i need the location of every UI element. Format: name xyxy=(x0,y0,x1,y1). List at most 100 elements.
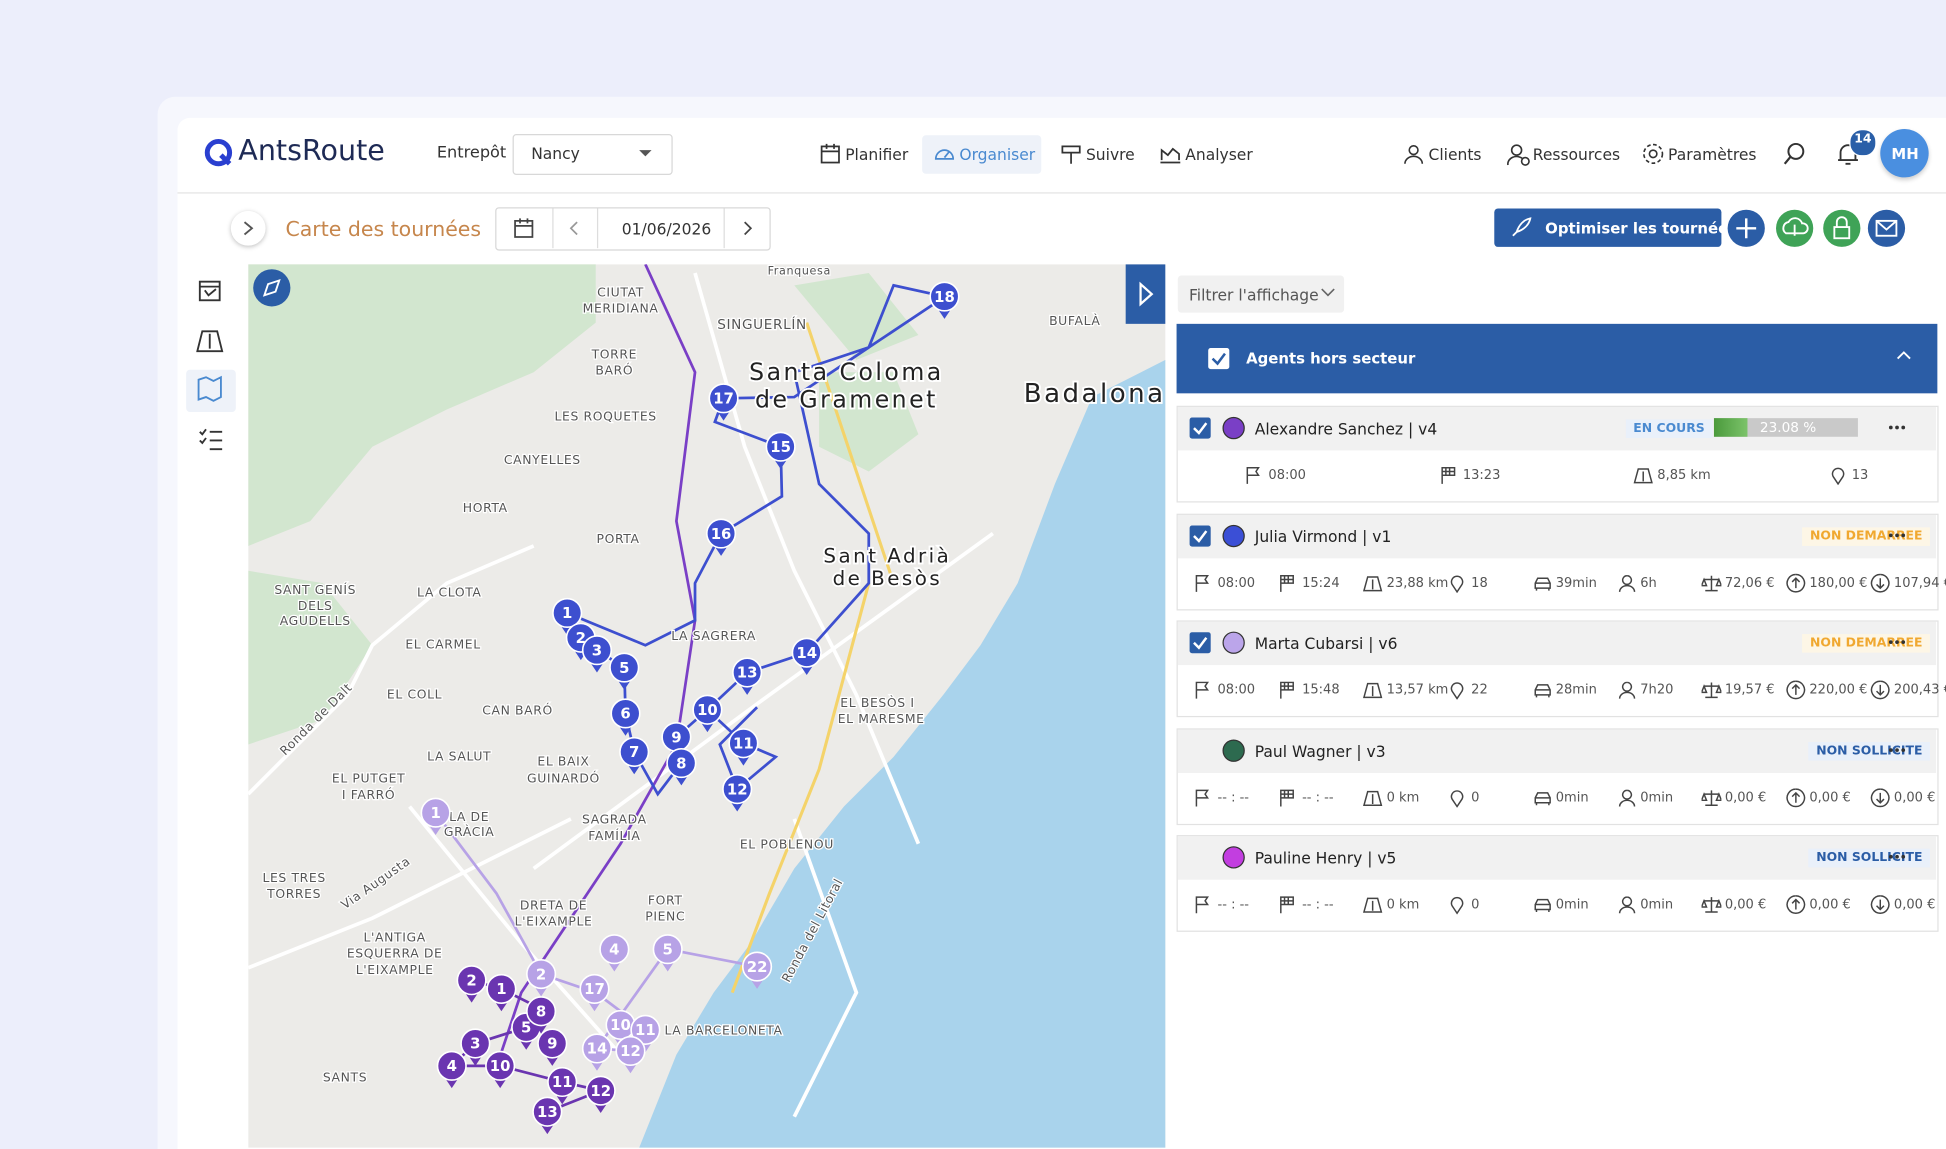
map-marker[interactable]: 1 xyxy=(552,597,583,636)
map-marker[interactable]: 12 xyxy=(585,1075,616,1113)
agent-menu[interactable] xyxy=(1888,532,1893,537)
map-marker[interactable]: 13 xyxy=(532,1096,563,1135)
marker-head xyxy=(526,958,557,990)
marker-head xyxy=(692,694,723,725)
sidebar-toggle[interactable] xyxy=(230,210,266,246)
group-checkbox[interactable] xyxy=(1208,347,1230,370)
map-marker[interactable]: 2 xyxy=(456,965,487,1003)
nav-icon xyxy=(1160,147,1181,164)
map-marker[interactable]: 14 xyxy=(791,637,822,675)
filter-button[interactable] xyxy=(1177,275,1345,313)
agent-menu[interactable] xyxy=(1888,640,1893,644)
map-marker[interactable]: 7 xyxy=(619,736,650,775)
date-sep xyxy=(596,208,599,249)
marker-label: 1 xyxy=(496,980,506,998)
map-marker[interactable]: 1 xyxy=(486,973,517,1012)
map-marker[interactable]: 9 xyxy=(537,1028,568,1066)
agent-status: EN COURS xyxy=(1625,419,1713,439)
marker-head xyxy=(791,637,822,668)
map-label: DRETA DE xyxy=(520,897,587,912)
field-icon xyxy=(1195,896,1209,914)
field-icon xyxy=(1831,467,1845,486)
map-marker[interactable]: 5 xyxy=(652,934,683,972)
agent-checkbox[interactable] xyxy=(1189,632,1211,654)
map-marker[interactable]: 8 xyxy=(666,748,697,786)
nav-item[interactable]: Ressources xyxy=(1532,145,1621,164)
map-marker[interactable]: 11 xyxy=(728,728,759,766)
map-marker[interactable]: 13 xyxy=(732,657,763,695)
icon-path xyxy=(1533,898,1551,912)
agent-menu[interactable] xyxy=(1888,747,1893,752)
warehouse-select[interactable] xyxy=(512,134,673,175)
map-draw-button[interactable] xyxy=(253,269,291,307)
map-marker[interactable]: 10 xyxy=(485,1050,516,1089)
map-marker[interactable]: 10 xyxy=(692,694,723,733)
date-picker[interactable] xyxy=(495,207,771,251)
agent-duration: 6h xyxy=(1640,575,1657,591)
map-collapse[interactable] xyxy=(1125,264,1166,324)
nav-item[interactable]: Suivre xyxy=(1085,145,1135,164)
map-marker[interactable]: 22 xyxy=(741,951,773,989)
marker-label: 5 xyxy=(663,940,673,958)
map-marker[interactable]: 2 xyxy=(526,958,557,997)
search-button[interactable] xyxy=(1782,141,1807,166)
action-buttons[interactable] xyxy=(1725,206,1911,251)
map-marker[interactable]: 11 xyxy=(547,1066,578,1105)
map-marker[interactable]: 12 xyxy=(722,774,753,812)
agent-end: -- : -- xyxy=(1302,789,1334,805)
calendar-icon[interactable] xyxy=(513,217,535,239)
collapse-chevron[interactable] xyxy=(1896,350,1911,360)
nav-item[interactable]: Analyser xyxy=(1185,145,1253,164)
agent-checkbox[interactable] xyxy=(1189,524,1211,546)
group-header[interactable] xyxy=(1176,323,1938,394)
map-marker[interactable]: 4 xyxy=(436,1050,467,1089)
checkbox-tick xyxy=(1193,422,1208,435)
map-marker[interactable]: 18 xyxy=(929,281,960,319)
avatar[interactable] xyxy=(1880,129,1929,178)
map-marker[interactable]: 4 xyxy=(599,934,630,972)
map-marker[interactable]: 17 xyxy=(579,973,610,1012)
map-label: TORRES xyxy=(266,886,321,901)
agent-stops: 13 xyxy=(1851,467,1869,483)
field-icon xyxy=(1533,898,1551,912)
marker-head xyxy=(585,1075,616,1106)
map-label: EL PUTGET xyxy=(332,771,405,786)
optimize-button[interactable] xyxy=(1494,208,1722,247)
prev-day[interactable] xyxy=(568,221,580,236)
map-marker[interactable]: 14 xyxy=(581,1033,613,1071)
map-marker[interactable]: 1 xyxy=(420,797,451,836)
map-label: LA SALUT xyxy=(427,748,491,763)
agent-menu[interactable] xyxy=(1888,854,1893,859)
map-marker[interactable]: 6 xyxy=(610,698,641,736)
next-day[interactable] xyxy=(741,221,753,236)
marker-head xyxy=(552,597,583,629)
nav-item[interactable]: Clients xyxy=(1428,145,1482,164)
map-marker[interactable]: 16 xyxy=(705,518,737,556)
agent-distance: 13,57 km xyxy=(1386,682,1449,698)
agent-name: Paul Wagner | v3 xyxy=(1254,741,1386,760)
marker-label: 17 xyxy=(713,390,734,408)
field-icon xyxy=(1246,467,1260,484)
map-marker[interactable]: 3 xyxy=(460,1028,491,1066)
icon-path xyxy=(1870,573,1890,592)
marker-head xyxy=(666,748,697,779)
map-marker[interactable]: 15 xyxy=(765,431,796,470)
marker-head xyxy=(741,951,773,982)
nav-item[interactable]: Organiser xyxy=(959,145,1036,164)
map-marker[interactable]: 17 xyxy=(708,383,739,421)
agent-stops: 22 xyxy=(1471,682,1488,698)
map-label: I FARRÓ xyxy=(342,787,395,802)
nav-item[interactable]: Planifier xyxy=(845,145,909,164)
marker-label: 7 xyxy=(629,743,639,761)
map-marker[interactable]: 5 xyxy=(609,652,640,690)
agent-menu[interactable] xyxy=(1888,425,1893,430)
sidebar-icons[interactable] xyxy=(196,278,226,458)
map-marker[interactable]: 3 xyxy=(581,635,613,673)
map-marker[interactable]: 10 xyxy=(605,1009,636,1048)
map-marker[interactable]: 12 xyxy=(615,1035,646,1074)
agent-color xyxy=(1222,738,1245,762)
nav-item[interactable]: Paramètres xyxy=(1668,145,1757,164)
map-marker[interactable]: 8 xyxy=(526,996,557,1034)
agent-checkbox[interactable] xyxy=(1189,417,1211,439)
